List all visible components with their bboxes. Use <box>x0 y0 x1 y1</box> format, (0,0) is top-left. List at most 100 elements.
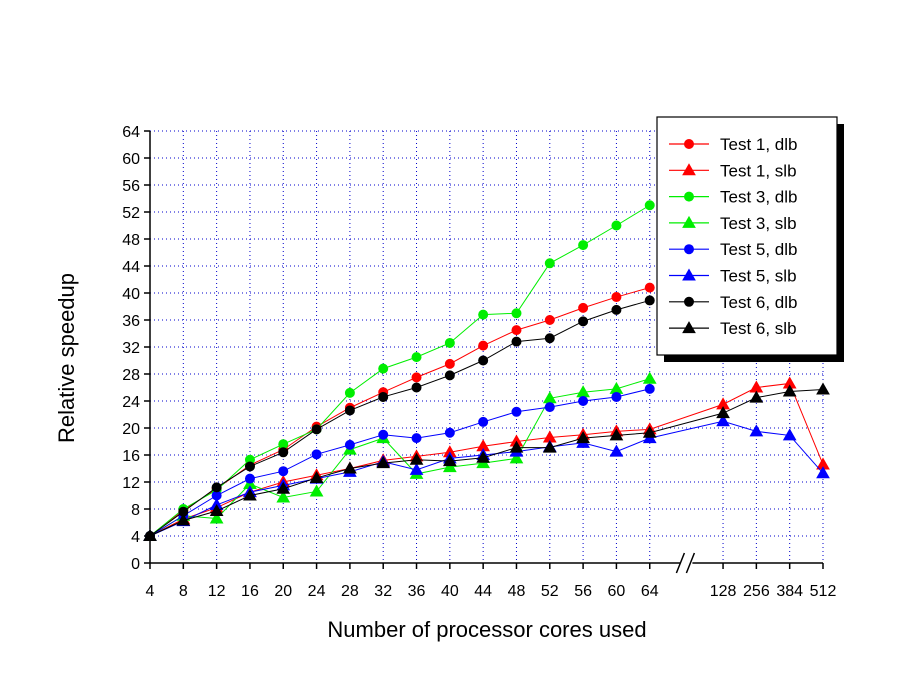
data-point <box>542 440 557 453</box>
data-point <box>442 460 457 473</box>
series-line <box>149 204 650 537</box>
axis-break-mark <box>685 552 696 574</box>
data-point <box>411 372 422 383</box>
data-point <box>578 396 589 406</box>
data-point <box>611 292 622 303</box>
data-point <box>544 333 555 344</box>
x-tick-label: 16 <box>241 583 259 600</box>
series-test-6-dlb <box>145 295 655 541</box>
data-point <box>409 462 424 475</box>
data-point <box>644 383 655 394</box>
legend-label: Test 3, dlb <box>720 188 798 207</box>
x-tick-label: 52 <box>541 583 559 600</box>
data-point <box>444 358 455 369</box>
data-point <box>644 295 655 306</box>
series-line <box>149 287 650 537</box>
x-tick-label: 28 <box>341 583 359 600</box>
legend-label: Test 3, slb <box>720 214 797 233</box>
data-point <box>611 304 622 315</box>
data-point <box>376 456 391 469</box>
legend-entry: Test 1, slb <box>669 161 797 180</box>
y-tick-label: 52 <box>122 205 140 222</box>
y-tick-label: 20 <box>122 421 140 438</box>
data-point <box>311 449 322 460</box>
data-point <box>478 340 489 351</box>
x-tick-label: 32 <box>374 583 392 600</box>
data-point <box>378 391 389 402</box>
data-point <box>309 484 324 497</box>
y-tick-label: 4 <box>131 529 140 546</box>
x-tick-label: 384 <box>776 583 803 600</box>
legend-marker <box>682 321 696 334</box>
series-line <box>149 378 650 537</box>
data-point <box>642 371 657 384</box>
data-point <box>278 447 289 458</box>
legend-label: Test 5, slb <box>720 267 797 286</box>
series-line <box>149 299 650 537</box>
data-point <box>311 424 322 435</box>
data-point <box>409 452 424 465</box>
data-point <box>509 440 524 453</box>
legend-entry: Test 3, dlb <box>669 188 798 207</box>
x-tick-label: 64 <box>641 583 659 600</box>
data-point <box>143 528 157 541</box>
series-test-3-dlb <box>145 200 655 541</box>
data-point <box>511 336 522 347</box>
x-tick-label: 8 <box>179 583 188 600</box>
series-line <box>149 389 824 537</box>
data-point <box>816 466 830 479</box>
y-tick-label: 44 <box>122 259 140 276</box>
data-point <box>644 200 655 211</box>
x-tick-label: 56 <box>574 583 592 600</box>
legend-marker <box>684 296 694 307</box>
data-point <box>749 390 764 403</box>
legend-entry: Test 5, dlb <box>669 240 798 259</box>
y-tick-label: 16 <box>122 448 140 465</box>
legend-entry: Test 1, dlb <box>669 135 798 154</box>
data-point <box>642 425 657 438</box>
data-point <box>509 451 524 464</box>
legend-marker <box>684 139 694 149</box>
y-tick-label: 56 <box>122 178 140 195</box>
data-point <box>716 414 730 427</box>
legend-entry: Test 5, slb <box>669 267 797 286</box>
series-layer <box>143 200 830 541</box>
data-point <box>578 302 589 313</box>
y-tick-label: 40 <box>122 286 140 303</box>
data-point <box>343 461 357 474</box>
y-tick-label: 32 <box>122 340 140 357</box>
y-tick-label: 36 <box>122 313 140 330</box>
data-point <box>411 433 422 444</box>
axis-break-mark <box>675 552 686 574</box>
data-point <box>244 461 255 472</box>
series-line <box>149 388 650 537</box>
data-point <box>244 473 255 484</box>
data-point <box>576 431 590 444</box>
data-point <box>344 439 355 450</box>
data-point <box>609 444 624 457</box>
x-tick-label: 256 <box>743 583 770 600</box>
data-point <box>511 308 522 319</box>
data-point <box>209 511 224 524</box>
x-tick-label: 48 <box>508 583 526 600</box>
data-point <box>816 382 830 395</box>
data-point <box>611 391 622 402</box>
y-axis-title: Relative speedup <box>54 273 79 443</box>
series-line <box>149 382 824 537</box>
y-tick-label: 12 <box>122 475 140 492</box>
legend-label: Test 6, slb <box>720 319 797 338</box>
legend-marker <box>684 191 694 202</box>
y-tick-label: 48 <box>122 232 140 249</box>
legend-marker <box>682 215 696 228</box>
x-tick-label: 40 <box>441 583 459 600</box>
x-tick-label: 24 <box>308 583 326 600</box>
data-point <box>644 282 655 293</box>
data-point <box>309 470 324 483</box>
series-test-1-dlb <box>145 282 655 541</box>
legend-marker <box>684 244 694 255</box>
data-point <box>749 424 764 437</box>
data-point <box>476 450 491 463</box>
data-point <box>511 325 522 336</box>
y-tick-label: 8 <box>131 502 140 519</box>
